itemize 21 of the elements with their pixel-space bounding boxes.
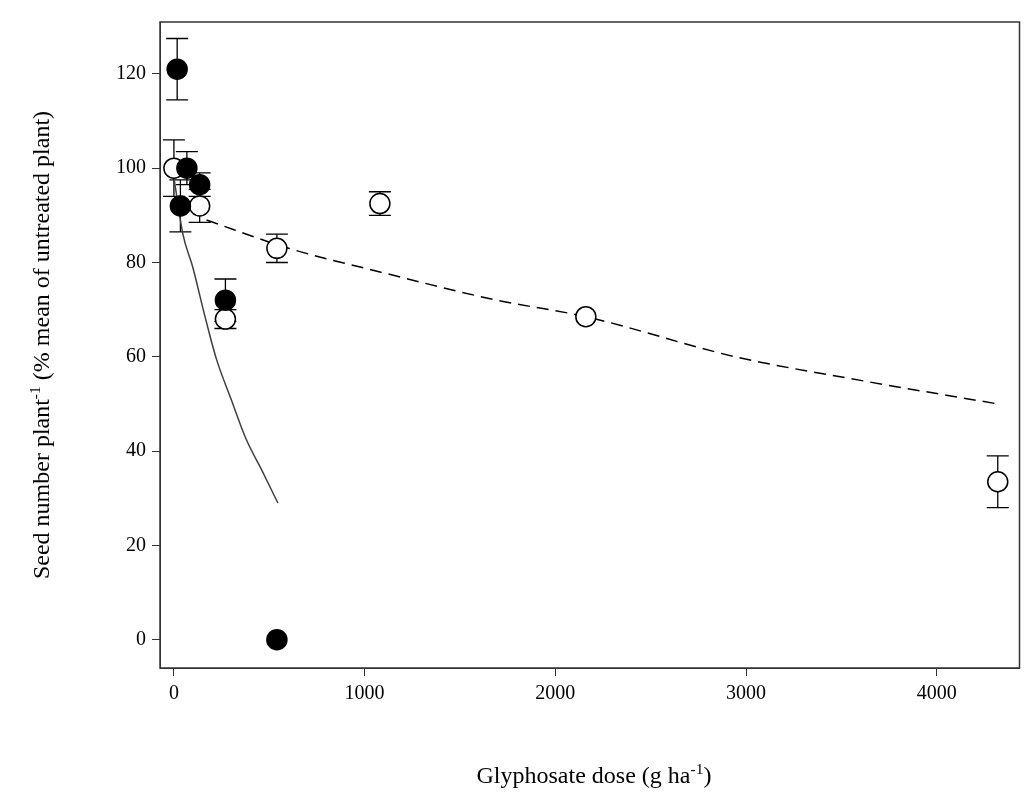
y-tick-label: 20	[126, 532, 146, 555]
x-tick-label: 0	[168, 681, 179, 704]
point	[166, 58, 188, 80]
x-tick-label: 1000	[344, 681, 385, 704]
x-tick-label: 2000	[535, 681, 576, 704]
point	[214, 289, 237, 311]
x-tick-label: 4000	[916, 681, 957, 704]
y-tick-label: 120	[116, 61, 146, 84]
y-tick-label: 80	[126, 249, 146, 272]
y-tick-label: 40	[126, 438, 146, 461]
point	[987, 471, 1009, 493]
y-tick-label: 100	[116, 155, 146, 178]
x-tick-label: 3000	[726, 681, 767, 704]
point	[188, 195, 211, 217]
point	[575, 305, 597, 328]
y-tick-label: 0	[136, 626, 146, 649]
point	[169, 195, 192, 217]
point	[266, 628, 288, 651]
point	[176, 157, 198, 179]
x-axis-title: Glyphosate dose (g ha$^{-1}$)	[475, 760, 713, 789]
y-tick-label: 60	[126, 344, 146, 367]
